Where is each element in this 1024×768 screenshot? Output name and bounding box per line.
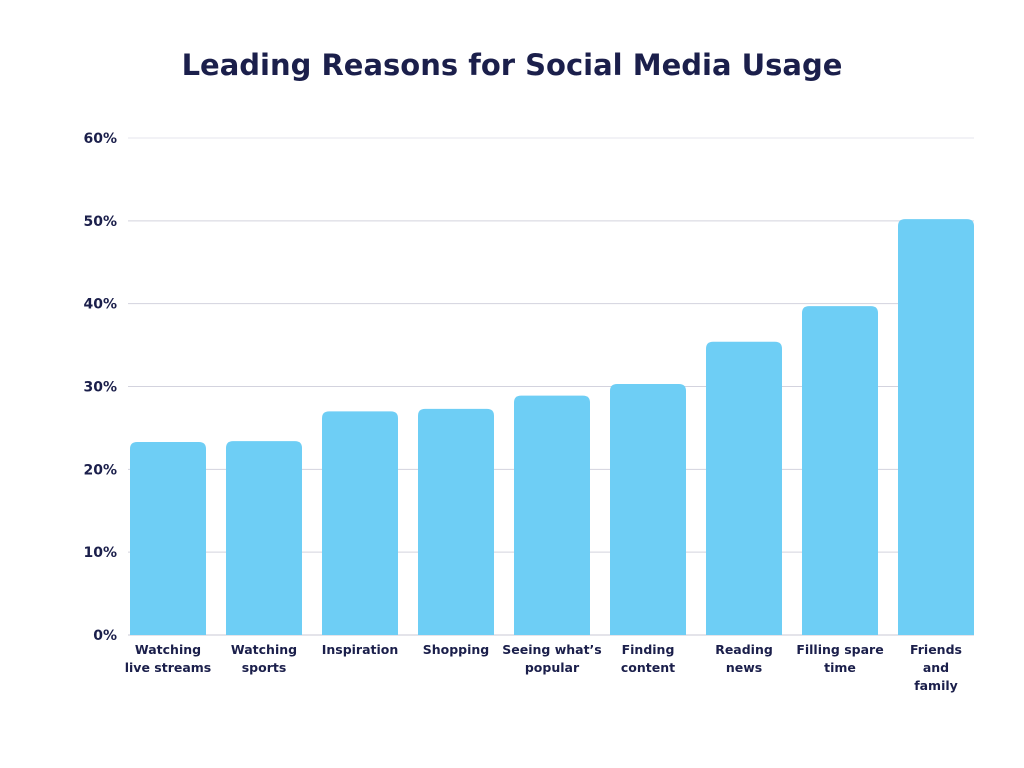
x-category-label: Inspiration	[322, 642, 399, 657]
y-tick-label: 0%	[93, 628, 117, 644]
x-category-label: Seeing what’s popular	[502, 642, 602, 675]
bar	[418, 408, 494, 635]
bar	[130, 441, 206, 635]
x-category-label: Watching sports	[231, 642, 297, 675]
x-category-label: Shopping	[423, 642, 490, 657]
y-tick-label: 30%	[83, 380, 117, 396]
y-tick-label: 10%	[83, 545, 117, 561]
bar	[802, 306, 878, 635]
x-category-label: Friends and family	[910, 642, 962, 693]
bar	[610, 384, 686, 635]
x-category-label: Watching live streams	[125, 642, 212, 675]
y-tick-label: 20%	[83, 462, 117, 478]
bar	[226, 441, 302, 635]
x-category-label: Reading news	[715, 642, 773, 675]
bar	[514, 395, 590, 635]
chart-title: Leading Reasons for Social Media Usage	[181, 48, 843, 82]
y-tick-label: 40%	[83, 297, 117, 313]
y-tick-label: 50%	[83, 214, 117, 230]
x-category-label: Filling spare time	[796, 642, 883, 675]
bar	[898, 219, 974, 635]
bar	[706, 341, 782, 635]
y-tick-label: 60%	[83, 131, 117, 147]
bar	[322, 411, 398, 635]
x-category-label: Finding content	[621, 642, 675, 675]
